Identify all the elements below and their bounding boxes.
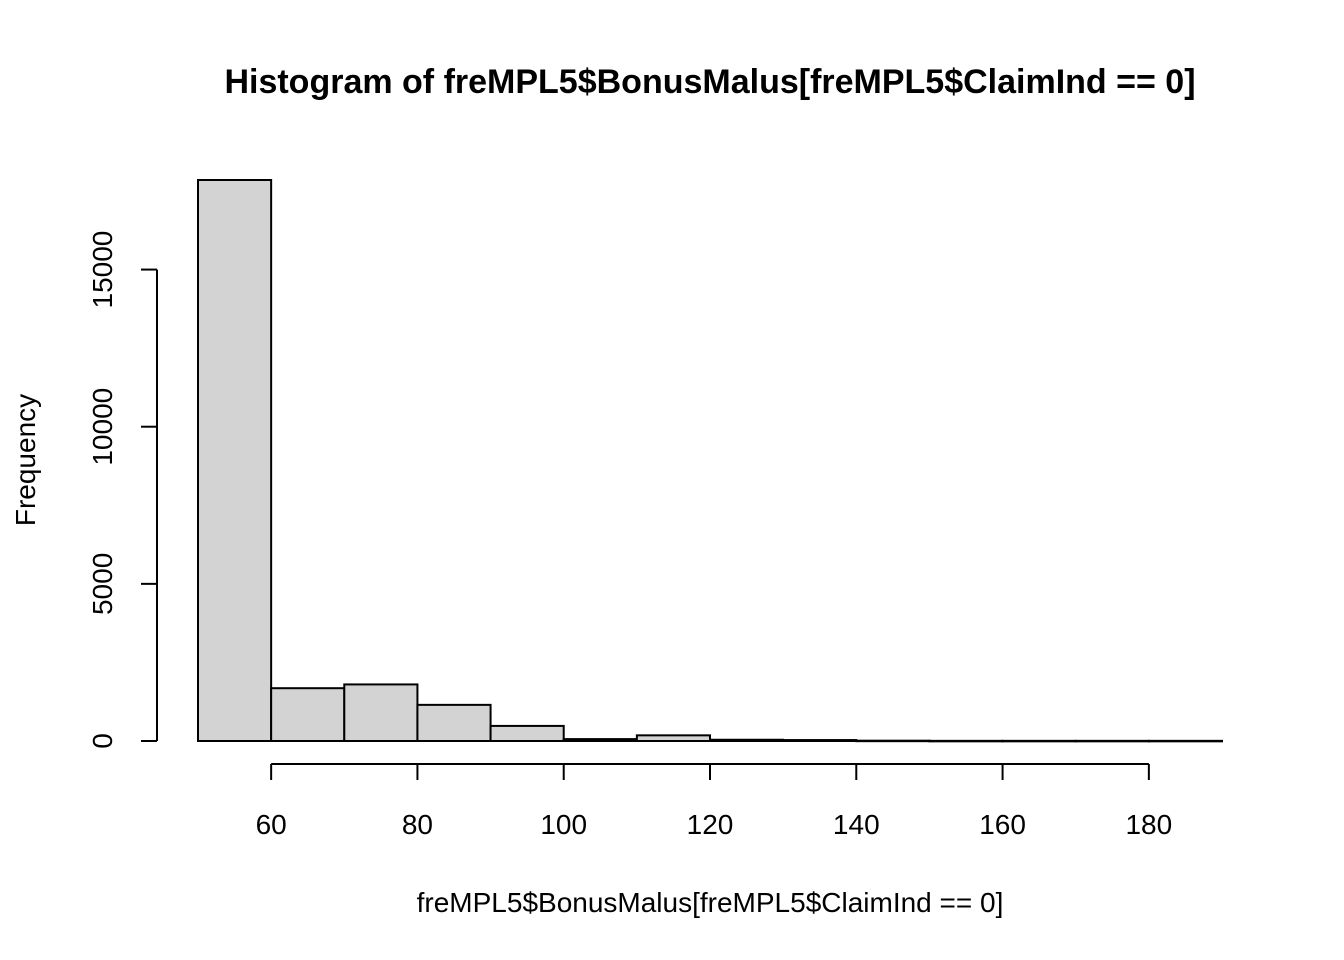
x-tick-label: 140 [833,809,880,840]
x-axis-label: freMPL5$BonusMalus[freMPL5$ClaimInd == 0… [417,887,1004,918]
x-tick-label: 120 [687,809,734,840]
histogram-bar [270,687,346,743]
x-axis-ticks: 60 80 100 120 140 160 180 [256,764,1172,840]
histogram-bar [709,738,785,743]
histogram-bar [1147,739,1224,743]
x-tick-label: 80 [402,809,433,840]
histogram-bar [343,683,419,743]
histogram-bar [928,739,1004,743]
histogram-bar [1001,739,1077,743]
histogram-bar [855,739,931,743]
histogram-bar [197,179,273,742]
y-tick-label: 15000 [87,231,118,309]
y-axis-label: Frequency [10,394,41,526]
y-axis-ticks: 0 5000 10000 15000 [87,231,157,749]
y-tick-label: 0 [87,733,118,749]
histogram-bar [416,703,492,742]
y-tick-label: 5000 [87,553,118,615]
x-tick-label: 100 [540,809,587,840]
histogram-bar [562,738,638,742]
histogram-bar [1074,739,1150,743]
y-tick-label: 10000 [87,388,118,466]
x-tick-label: 160 [979,809,1026,840]
histogram-bar [635,734,711,742]
histogram-bar [489,724,565,743]
x-tick-label: 180 [1125,809,1172,840]
bars-group [197,179,1224,743]
chart-title: Histogram of freMPL5$BonusMalus[freMPL5$… [224,63,1195,101]
x-tick-label: 60 [256,809,287,840]
histogram-bar [782,739,858,742]
